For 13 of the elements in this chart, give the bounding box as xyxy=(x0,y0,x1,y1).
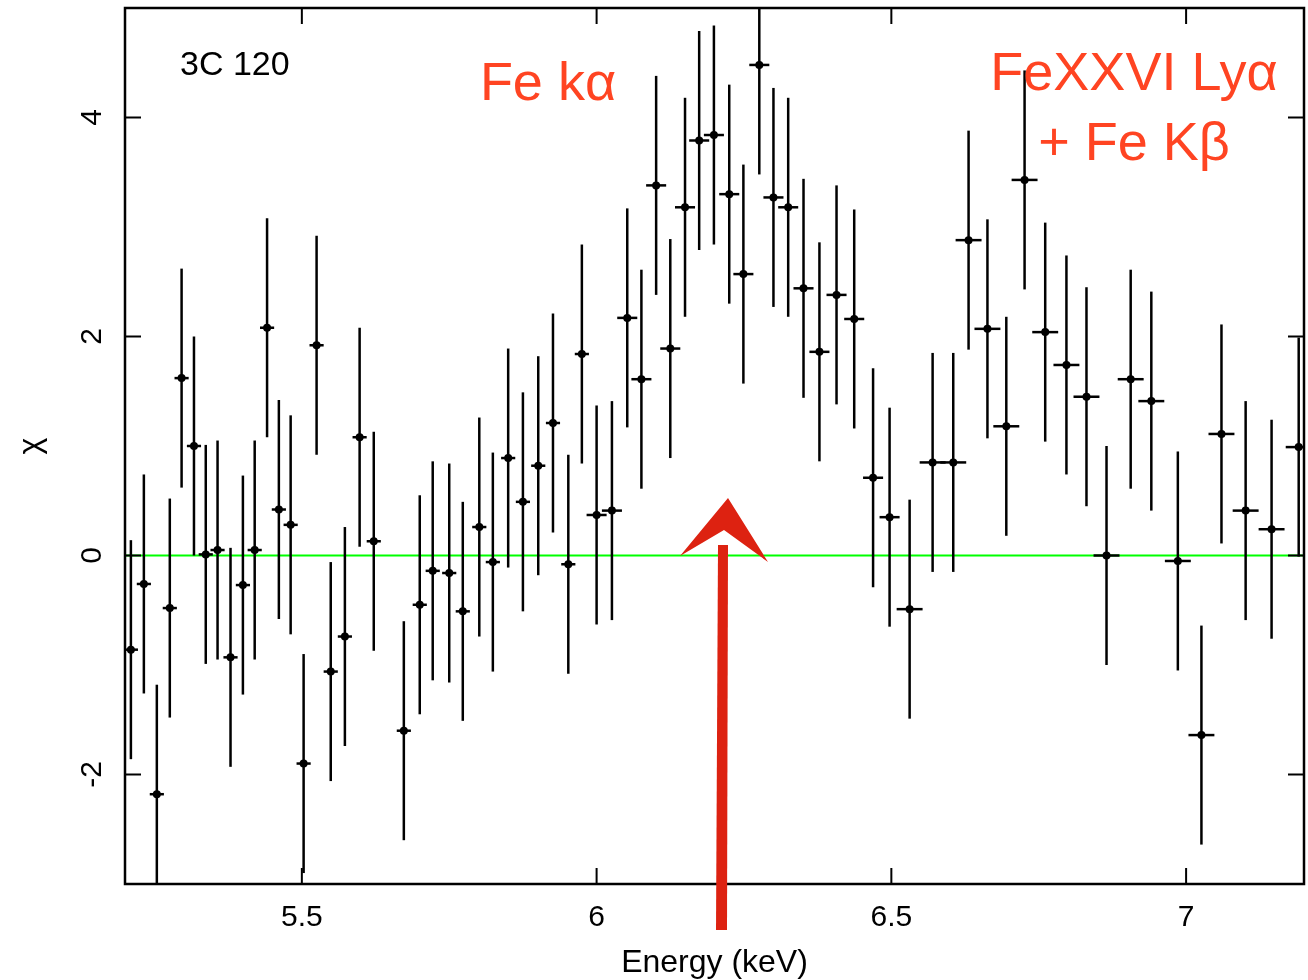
y-tick-label: 4 xyxy=(74,109,107,126)
x-axis-title: Energy (keV) xyxy=(621,943,808,979)
x-tick-label: 7 xyxy=(1177,899,1195,932)
x-tick-label: 5.5 xyxy=(280,899,323,932)
x-tick-label: 6 xyxy=(588,899,605,932)
y-axis-title: χ xyxy=(11,437,47,455)
annotation: Fe kα xyxy=(479,51,617,111)
y-tick-label: 2 xyxy=(74,328,107,345)
annotation: 3C 120 xyxy=(180,44,290,82)
y-tick-label: 0 xyxy=(74,547,107,564)
annotation: FeXXVI Lyα + Fe Kβ xyxy=(990,41,1278,172)
x-tick-label: 6.5 xyxy=(870,899,913,932)
y-tick-label: -2 xyxy=(74,761,107,788)
